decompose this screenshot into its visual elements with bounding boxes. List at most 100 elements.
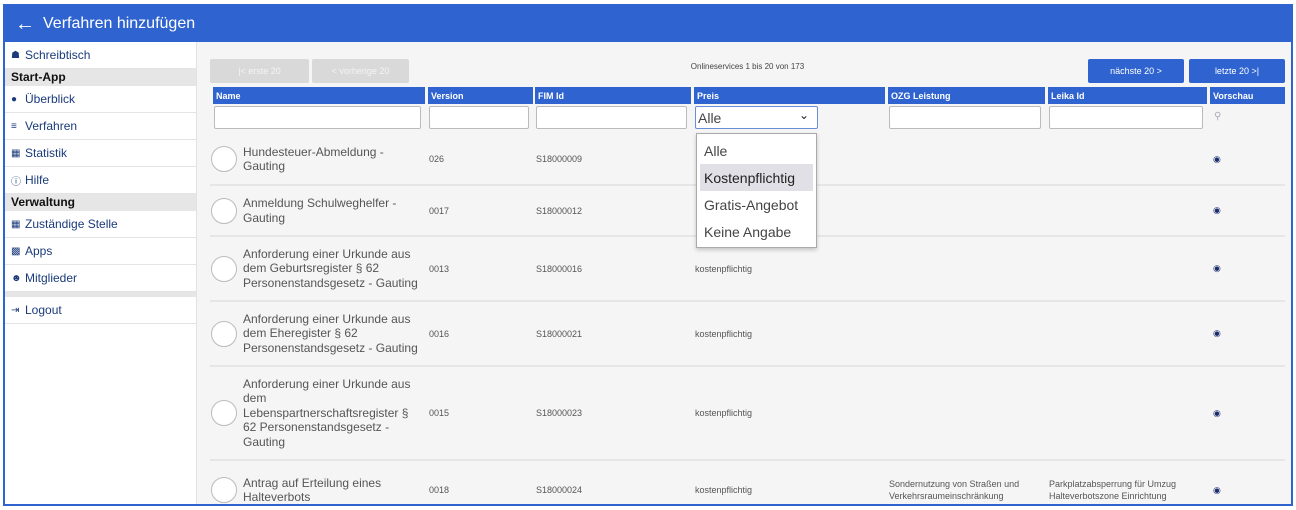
sidebar-divider	[5, 292, 196, 297]
home-icon: ☗	[11, 49, 20, 61]
store-icon: ▦	[11, 218, 21, 230]
search-icon: ⚲	[1214, 111, 1222, 122]
select-radio[interactable]	[211, 146, 237, 172]
leika-cell	[1049, 367, 1198, 459]
preis-option[interactable]: Gratis-Angebot	[704, 196, 799, 213]
column-header[interactable]: FIM Id	[535, 87, 691, 104]
leika-filter-input[interactable]	[1049, 106, 1203, 129]
sidebar-item[interactable]: ▦ Zuständige Stelle	[5, 211, 196, 238]
version-cell: 0016	[429, 328, 450, 339]
table-row[interactable]: Antrag auf Erteilung eines Halteverbots 0…	[210, 461, 1285, 504]
name-cell: Antrag auf Erteilung eines Halteverbots	[210, 461, 422, 504]
fim-cell: S18000024	[536, 485, 583, 495]
main-content: |< erste 20 < vorherige 20 Onlineservice…	[210, 42, 1285, 504]
eye-icon[interactable]: ◉	[1213, 205, 1221, 215]
table-row[interactable]: Anforderung einer Urkunde aus dem Lebens…	[210, 367, 1285, 461]
leika-cell	[1049, 302, 1198, 365]
sidebar-item[interactable]: ☻ Mitglieder	[5, 265, 196, 292]
preis-option[interactable]: Keine Angabe	[704, 223, 792, 240]
sidebar-item[interactable]: ⇥ Logout	[5, 297, 196, 324]
ozg-cell	[889, 134, 1036, 184]
ozg-cell	[889, 367, 1036, 459]
preis-filter-input[interactable]: Alle ⌄	[695, 106, 818, 129]
sidebar-item-label: Verfahren	[25, 119, 78, 133]
leika-cell	[1049, 134, 1198, 184]
ozg-filter-input[interactable]	[889, 106, 1041, 129]
sidebar-item[interactable]: ⓘ Hilfe	[5, 167, 196, 194]
logout-icon: ⇥	[11, 304, 20, 316]
fim-cell: S18000023	[536, 408, 583, 418]
column-header[interactable]: Version	[428, 87, 533, 104]
sidebar-item[interactable]: ☗ Schreibtisch	[5, 42, 196, 69]
sidebar: ☗ Schreibtisch Start-App ● Überblick ≡ Verfahr…	[5, 42, 197, 504]
page-title: Verfahren hinzufügen	[43, 15, 196, 32]
version-cell: 0013	[429, 263, 450, 274]
select-radio[interactable]	[211, 477, 237, 503]
eye-icon[interactable]: ◉	[1213, 153, 1221, 164]
sidebar-item[interactable]: ▦ Statistik	[5, 140, 196, 167]
sidebar-item-label: Überblick	[25, 92, 76, 106]
preis-dropdown-menu: Alle Kostenpflichtig Gratis-Angebot Keine A…	[696, 133, 817, 248]
header-bar: ← Verfahren hinzufügen	[5, 6, 1291, 42]
leika-cell	[1049, 186, 1198, 235]
select-radio[interactable]	[211, 255, 237, 282]
name-cell: Anforderung einer Urkunde aus dem Geburt…	[210, 237, 422, 300]
procedure-name: Anmeldung Schulweghelfer - Gauting	[243, 196, 397, 225]
ozg-cell	[889, 302, 1036, 365]
first-page-button[interactable]: |< erste 20	[210, 59, 309, 83]
lightbulb-icon: ●	[11, 93, 18, 105]
column-header[interactable]: Preis	[694, 87, 885, 104]
ozg-cell	[889, 186, 1036, 235]
sidebar-item[interactable]: ▩ Apps	[5, 238, 196, 265]
pagination-info: Onlineservices 1 bis 20 von 173	[690, 62, 805, 71]
previous-page-button[interactable]: < vorherige 20	[312, 59, 409, 83]
sidebar-item[interactable]: ≡ Verfahren	[5, 113, 196, 140]
preis-cell: kostenpflichtig	[695, 408, 753, 418]
ozg-cell	[889, 237, 1036, 300]
column-header[interactable]: Leika Id	[1048, 87, 1207, 104]
sidebar-section-start-app: Start-App	[5, 69, 196, 86]
sidebar-item-label: Hilfe	[25, 173, 50, 187]
arrow-left-icon[interactable]: ←	[15, 12, 35, 35]
version-cell: 0018	[429, 485, 450, 495]
help-icon: ⓘ	[11, 176, 21, 188]
select-radio[interactable]	[211, 320, 237, 347]
sidebar-item[interactable]: ● Überblick	[5, 86, 196, 113]
column-header[interactable]: Name	[213, 87, 425, 104]
ozg-cell: Sondernutzung von Straßen und Verkehrsra…	[889, 479, 1020, 501]
store-icon: ▦	[11, 147, 21, 159]
name-filter-input[interactable]	[214, 106, 421, 129]
preis-cell: kostenpflichtig	[695, 328, 753, 339]
eye-icon[interactable]: ◉	[1213, 328, 1221, 338]
sidebar-item-label: Logout	[25, 303, 62, 317]
name-cell: Anforderung einer Urkunde aus dem Lebens…	[210, 367, 422, 459]
preis-select-value: Alle	[698, 110, 722, 126]
leika-cell	[1049, 237, 1198, 300]
fim-filter-input[interactable]	[536, 106, 687, 129]
eye-icon[interactable]: ◉	[1213, 263, 1221, 273]
eye-icon[interactable]: ◉	[1213, 407, 1221, 418]
eye-icon[interactable]: ◉	[1213, 484, 1221, 495]
preis-option[interactable]: Kostenpflichtig	[700, 164, 813, 191]
sidebar-section-verwaltung: Verwaltung	[5, 194, 196, 211]
fim-cell: S18000012	[536, 205, 583, 216]
next-page-button[interactable]: nächste 20 >	[1088, 59, 1184, 83]
app-window: ← Verfahren hinzufügen ☗ Schreibtisch Star…	[3, 4, 1293, 506]
procedure-name: Anforderung einer Urkunde aus dem Geburt…	[243, 246, 418, 290]
preis-option[interactable]: Alle	[704, 142, 728, 159]
sidebar-item-label: Mitglieder	[25, 271, 78, 285]
column-header[interactable]: OZG Leistung	[888, 87, 1045, 104]
table-row[interactable]: Anforderung einer Urkunde aus dem Geburt…	[210, 237, 1285, 302]
preis-cell: kostenpflichtig	[695, 263, 753, 274]
table-row[interactable]: Anforderung einer Urkunde aus dem Ehereg…	[210, 302, 1285, 367]
select-radio[interactable]	[211, 400, 237, 426]
version-filter-input[interactable]	[429, 106, 529, 129]
version-cell: 0017	[429, 205, 450, 216]
select-radio[interactable]	[211, 197, 237, 224]
procedure-name: Anforderung einer Urkunde aus dem Ehereg…	[243, 311, 418, 355]
fim-cell: S18000009	[536, 154, 583, 164]
last-page-button[interactable]: letzte 20 >|	[1189, 59, 1285, 83]
column-header[interactable]: Vorschau	[1210, 87, 1285, 104]
preis-cell: kostenpflichtig	[695, 485, 753, 495]
people-icon: ☻	[11, 272, 22, 284]
